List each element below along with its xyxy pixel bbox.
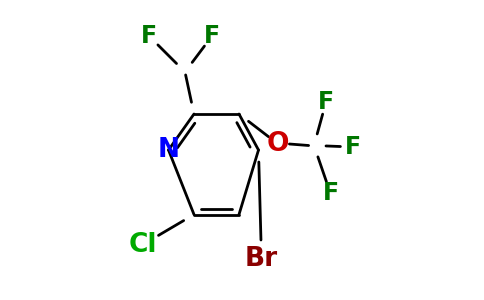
Text: F: F [204, 24, 220, 48]
Text: O: O [267, 131, 289, 157]
Text: F: F [322, 182, 339, 206]
Text: F: F [345, 135, 361, 159]
Text: N: N [157, 137, 180, 163]
Text: F: F [318, 90, 334, 114]
Text: Br: Br [245, 247, 278, 272]
Text: F: F [141, 24, 157, 48]
Text: Cl: Cl [129, 232, 157, 257]
